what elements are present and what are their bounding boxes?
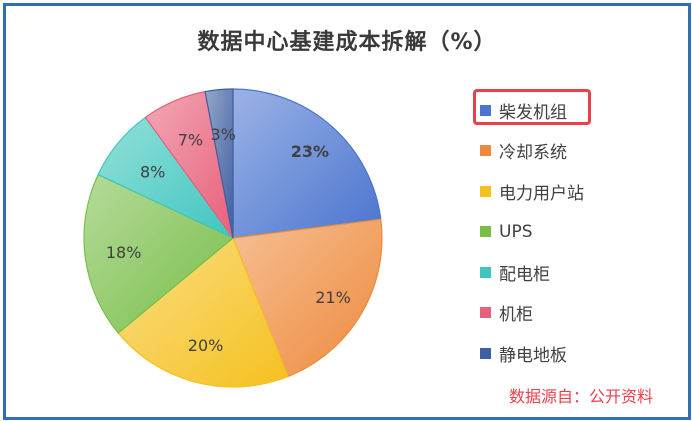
- chart-title: 数据中心基建成本拆解（%）: [197, 30, 497, 55]
- source-note: 数据源自：公开资料: [509, 387, 654, 406]
- slice-label-1: 23%: [291, 142, 329, 161]
- chart-legend: 柴发机组冷却系统电力用户站 UPS 配电柜机柜静电地板: [480, 90, 584, 374]
- legend-swatch: [480, 185, 491, 197]
- legend-label: 冷却系统: [499, 143, 567, 164]
- legend-label: 机柜: [499, 305, 533, 326]
- pie-slice-1: [232, 88, 382, 239]
- legend-label: 电力用户站: [499, 183, 584, 204]
- slice-label-5: 8%: [140, 163, 165, 182]
- legend-item-3: 电力用户站: [480, 171, 584, 212]
- legend-swatch: [480, 104, 491, 116]
- slice-label-6: 7%: [178, 131, 203, 150]
- slice-label-4: 18%: [106, 243, 142, 262]
- slice-label-7: 3%: [210, 125, 235, 144]
- legend-item-7: 静电地板: [480, 333, 584, 374]
- legend-swatch: [480, 347, 491, 359]
- legend-swatch: [480, 266, 491, 278]
- legend-item-6: 机柜: [480, 293, 584, 334]
- legend-item-2: 冷却系统: [480, 131, 584, 172]
- legend-swatch: [480, 307, 491, 319]
- legend-label: UPS: [499, 221, 533, 242]
- pie-chart: 23% 21% 20% 18% 8% 7% 3%: [83, 88, 383, 388]
- chart-frame: 数据中心基建成本拆解（%） 23% 21% 20% 18% 8% 7% 3% 柴发机组冷却系…: [3, 3, 691, 420]
- pie-slice-3: [117, 237, 289, 388]
- legend-label: 静电地板: [499, 345, 567, 366]
- legend-item-4: UPS: [480, 212, 584, 253]
- pie-slice-4: [83, 173, 235, 334]
- legend-swatch: [480, 226, 491, 238]
- legend-item-5: 配电柜: [480, 252, 584, 293]
- slice-label-3: 20%: [188, 336, 224, 355]
- legend-label: 配电柜: [499, 264, 550, 285]
- legend-item-1: 柴发机组: [480, 90, 584, 131]
- legend-label: 柴发机组: [499, 102, 567, 123]
- pie-slice-2: [232, 218, 383, 378]
- pie-slice-7: [204, 88, 234, 239]
- legend-highlight-box: [473, 89, 591, 125]
- slice-label-2: 21%: [315, 288, 351, 307]
- legend-swatch: [480, 145, 491, 157]
